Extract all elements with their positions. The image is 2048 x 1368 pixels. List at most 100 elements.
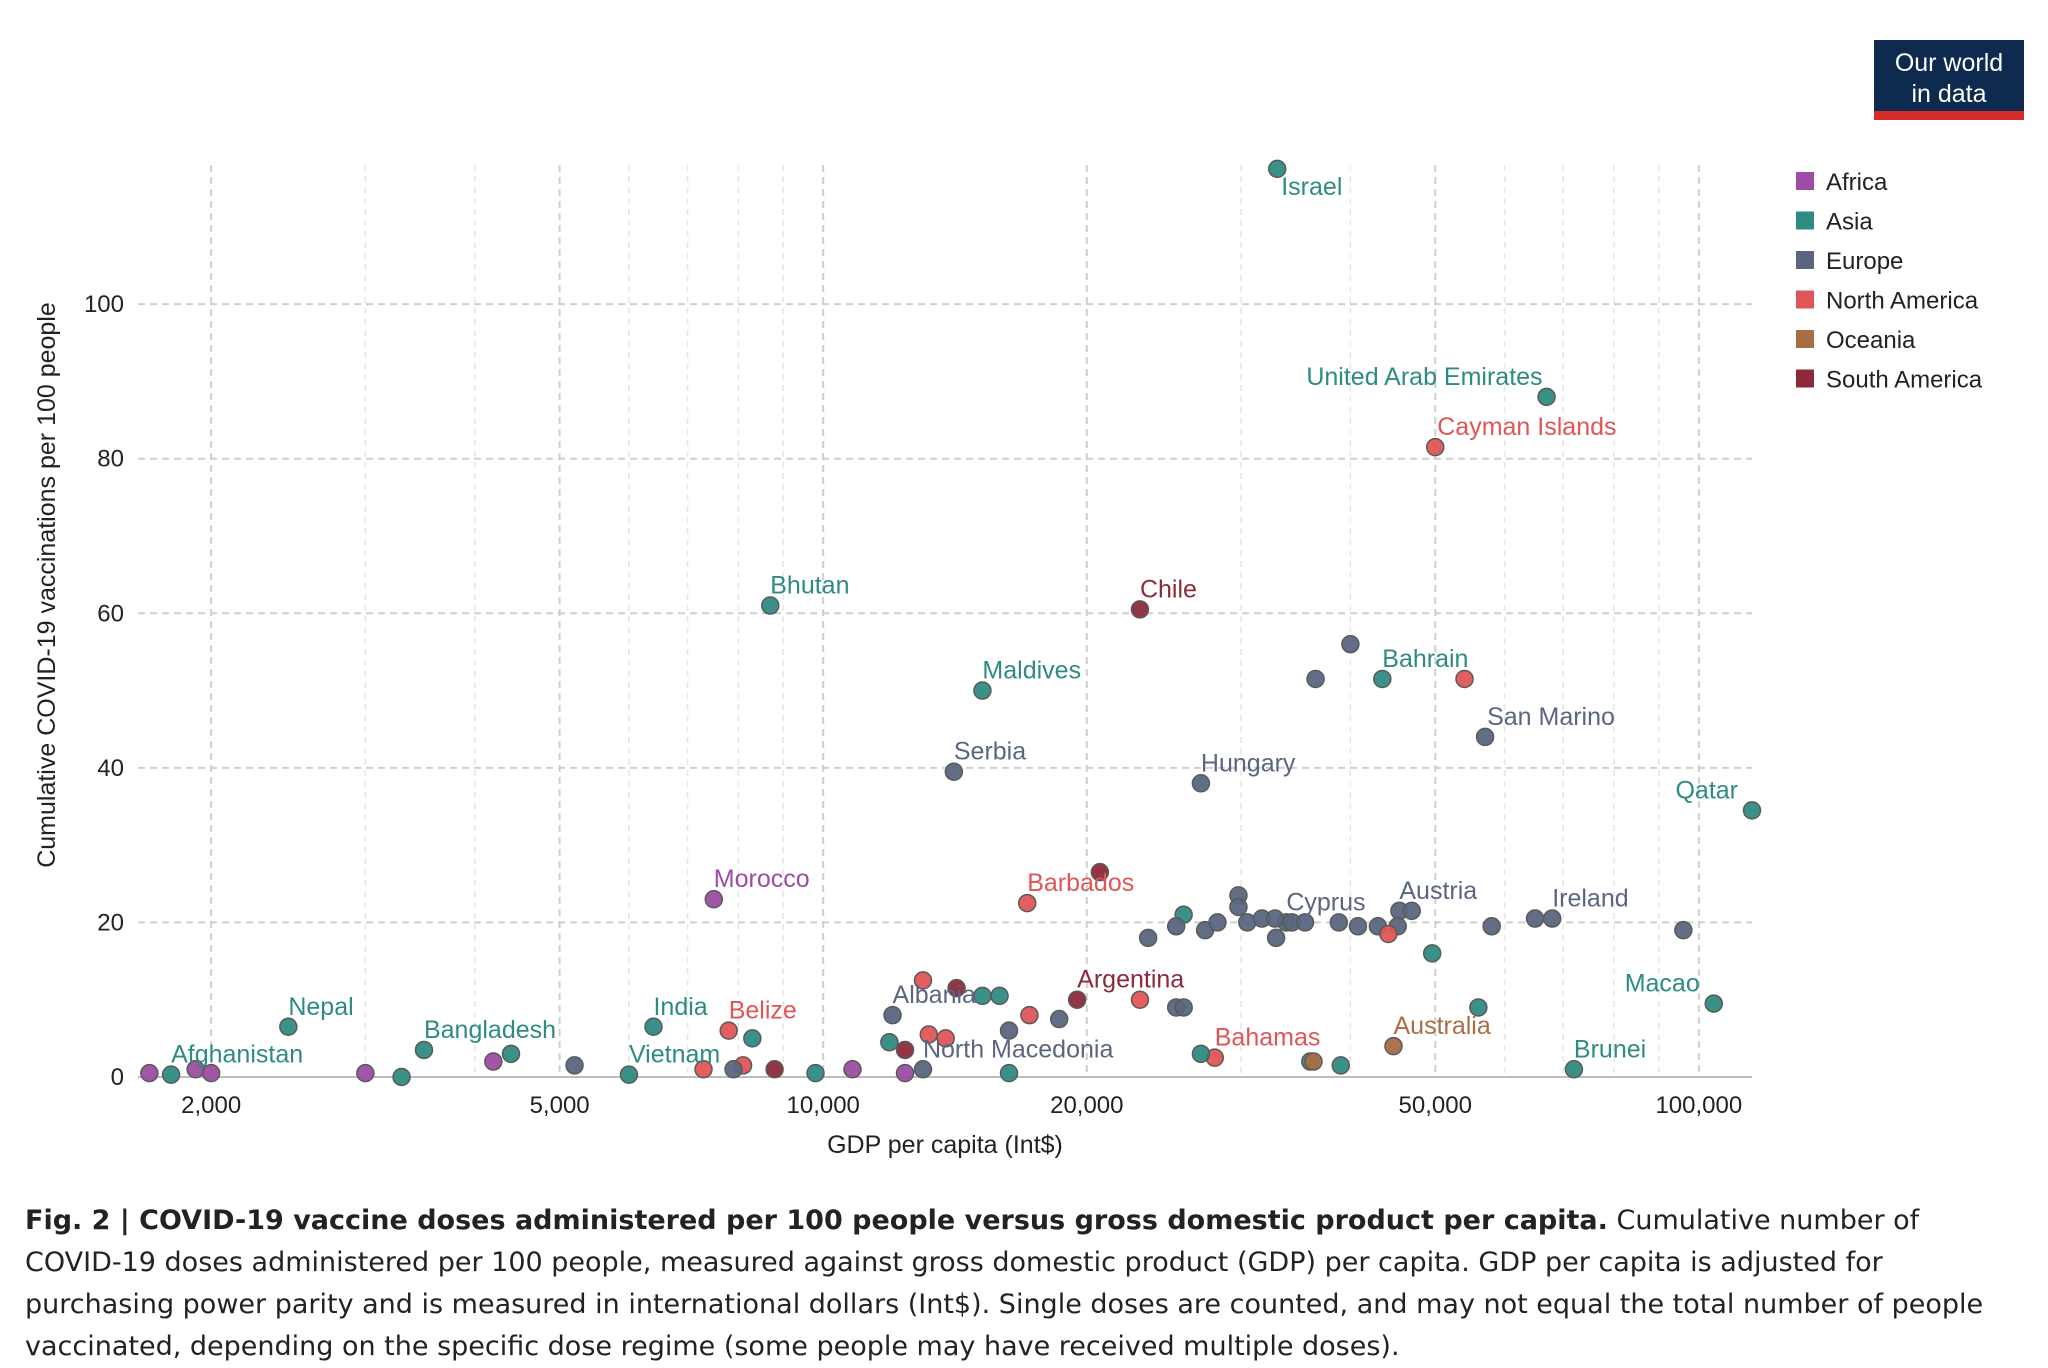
data-point	[1331, 1056, 1351, 1075]
point-label: Ireland	[1552, 885, 1628, 913]
data-point	[947, 978, 966, 998]
point-label: Chile	[1140, 575, 1197, 603]
data-point	[1455, 669, 1474, 689]
legend-label: Africa	[1826, 169, 1888, 196]
data-point	[704, 889, 724, 909]
caption-label: Fig. 2 | COVID-19 vaccine doses administ…	[25, 1205, 1608, 1236]
data-points	[140, 159, 1762, 1087]
data-point	[973, 986, 992, 1006]
point-label: Afghanistan	[171, 1041, 303, 1069]
point-label: Serbia	[954, 738, 1026, 766]
point-label: Belize	[729, 997, 797, 1025]
data-point	[484, 1052, 503, 1071]
data-point	[1295, 913, 1315, 932]
point-label: Macao	[1625, 970, 1700, 998]
data-point	[724, 1060, 743, 1079]
legend-label: North America	[1826, 288, 1979, 315]
data-point	[883, 1005, 902, 1025]
data-point	[843, 1060, 862, 1079]
x-tick-labels: 2,000 5,000 10,000 20,000 50,000 100,000	[181, 1092, 1742, 1119]
data-point	[1384, 1036, 1403, 1056]
data-point	[414, 1040, 434, 1060]
point-label: India	[653, 993, 707, 1021]
point-label: Bahamas	[1215, 1024, 1321, 1052]
data-point	[644, 1017, 663, 1037]
data-point	[1742, 801, 1762, 820]
point-label: Morocco	[714, 865, 810, 893]
data-point	[1306, 669, 1325, 689]
point-label: Bahrain	[1382, 645, 1468, 673]
data-point	[999, 1063, 1019, 1083]
data-point	[1525, 909, 1545, 928]
y-tick-label: 0	[111, 1064, 124, 1091]
data-point	[1304, 1052, 1323, 1071]
data-point	[201, 1063, 221, 1083]
data-point	[944, 762, 964, 781]
data-point	[140, 1063, 159, 1083]
data-point	[1475, 727, 1495, 747]
legend-label: Oceania	[1826, 327, 1916, 354]
x-tick-label: 100,000	[1655, 1092, 1742, 1119]
legend-swatch	[1796, 172, 1814, 190]
legend-label: Europe	[1826, 248, 1903, 275]
point-label: Vietnam	[629, 1041, 720, 1069]
legend-label: South America	[1826, 367, 1983, 394]
legend-label: Asia	[1826, 209, 1873, 236]
data-point	[1191, 774, 1211, 793]
scatter-chart: 2,000 5,000 10,000 20,000 50,000 100,000 0 20 4…	[33, 159, 1983, 1159]
y-tick-labels: 0 20 40 60 80 100	[84, 291, 124, 1091]
data-point	[936, 1029, 955, 1048]
data-point	[895, 1040, 915, 1060]
data-point	[501, 1044, 521, 1064]
point-labels: Israel United Arab Emirates Cayman Islands…	[171, 173, 1738, 1069]
legend-swatch	[1796, 211, 1814, 230]
legend-swatch	[1796, 330, 1814, 348]
data-point	[1537, 387, 1556, 407]
data-point	[619, 1065, 639, 1084]
x-tick-label: 50,000	[1399, 1092, 1472, 1119]
data-point	[161, 1065, 181, 1084]
data-point	[1348, 917, 1368, 936]
point-label: Hungary	[1201, 749, 1296, 777]
data-point	[1422, 944, 1442, 963]
data-point	[1067, 990, 1087, 1009]
data-point	[1265, 909, 1285, 928]
data-point	[1674, 920, 1693, 940]
data-point	[1267, 159, 1287, 179]
y-tick-label: 80	[97, 446, 124, 473]
legend-swatch	[1796, 251, 1814, 269]
point-label: Argentina	[1077, 966, 1184, 994]
data-point	[694, 1060, 713, 1079]
point-label: Israel	[1281, 173, 1342, 201]
data-point	[1049, 1009, 1069, 1029]
data-point	[1373, 669, 1392, 689]
chart-figure: 2,000 5,000 10,000 20,000 50,000 100,000 0 20 4…	[33, 40, 2024, 1159]
data-point	[1341, 634, 1360, 654]
data-point	[743, 1029, 762, 1048]
data-point	[1229, 897, 1248, 917]
y-tick-label: 40	[97, 755, 124, 782]
data-point	[1166, 917, 1186, 936]
our-world-in-data-logo: Our world in data	[1874, 40, 2024, 120]
point-label: Cyprus	[1286, 888, 1365, 916]
data-point	[1426, 437, 1445, 457]
data-point	[990, 986, 1009, 1006]
point-label: Bangladesh	[424, 1016, 556, 1044]
data-point	[719, 1021, 738, 1040]
logo-accent-bar	[1874, 111, 2024, 120]
data-point	[806, 1063, 825, 1083]
x-tick-label: 5,000	[530, 1092, 590, 1119]
x-tick-label: 10,000	[787, 1092, 860, 1119]
data-point	[895, 1063, 915, 1083]
x-axis-title: GDP per capita (Int$)	[827, 1131, 1063, 1159]
data-point	[1090, 862, 1110, 882]
figure-caption: Fig. 2 | COVID-19 vaccine doses administ…	[25, 1200, 2020, 1368]
data-point	[1329, 913, 1349, 932]
legend-swatch	[1796, 290, 1814, 309]
caption-text: Cumulative number of COVID-19 doses admi…	[25, 1205, 1984, 1362]
data-point	[1208, 913, 1227, 932]
data-point	[1564, 1060, 1584, 1079]
data-point	[919, 1025, 939, 1044]
data-point	[760, 596, 780, 615]
data-point	[999, 1021, 1019, 1040]
